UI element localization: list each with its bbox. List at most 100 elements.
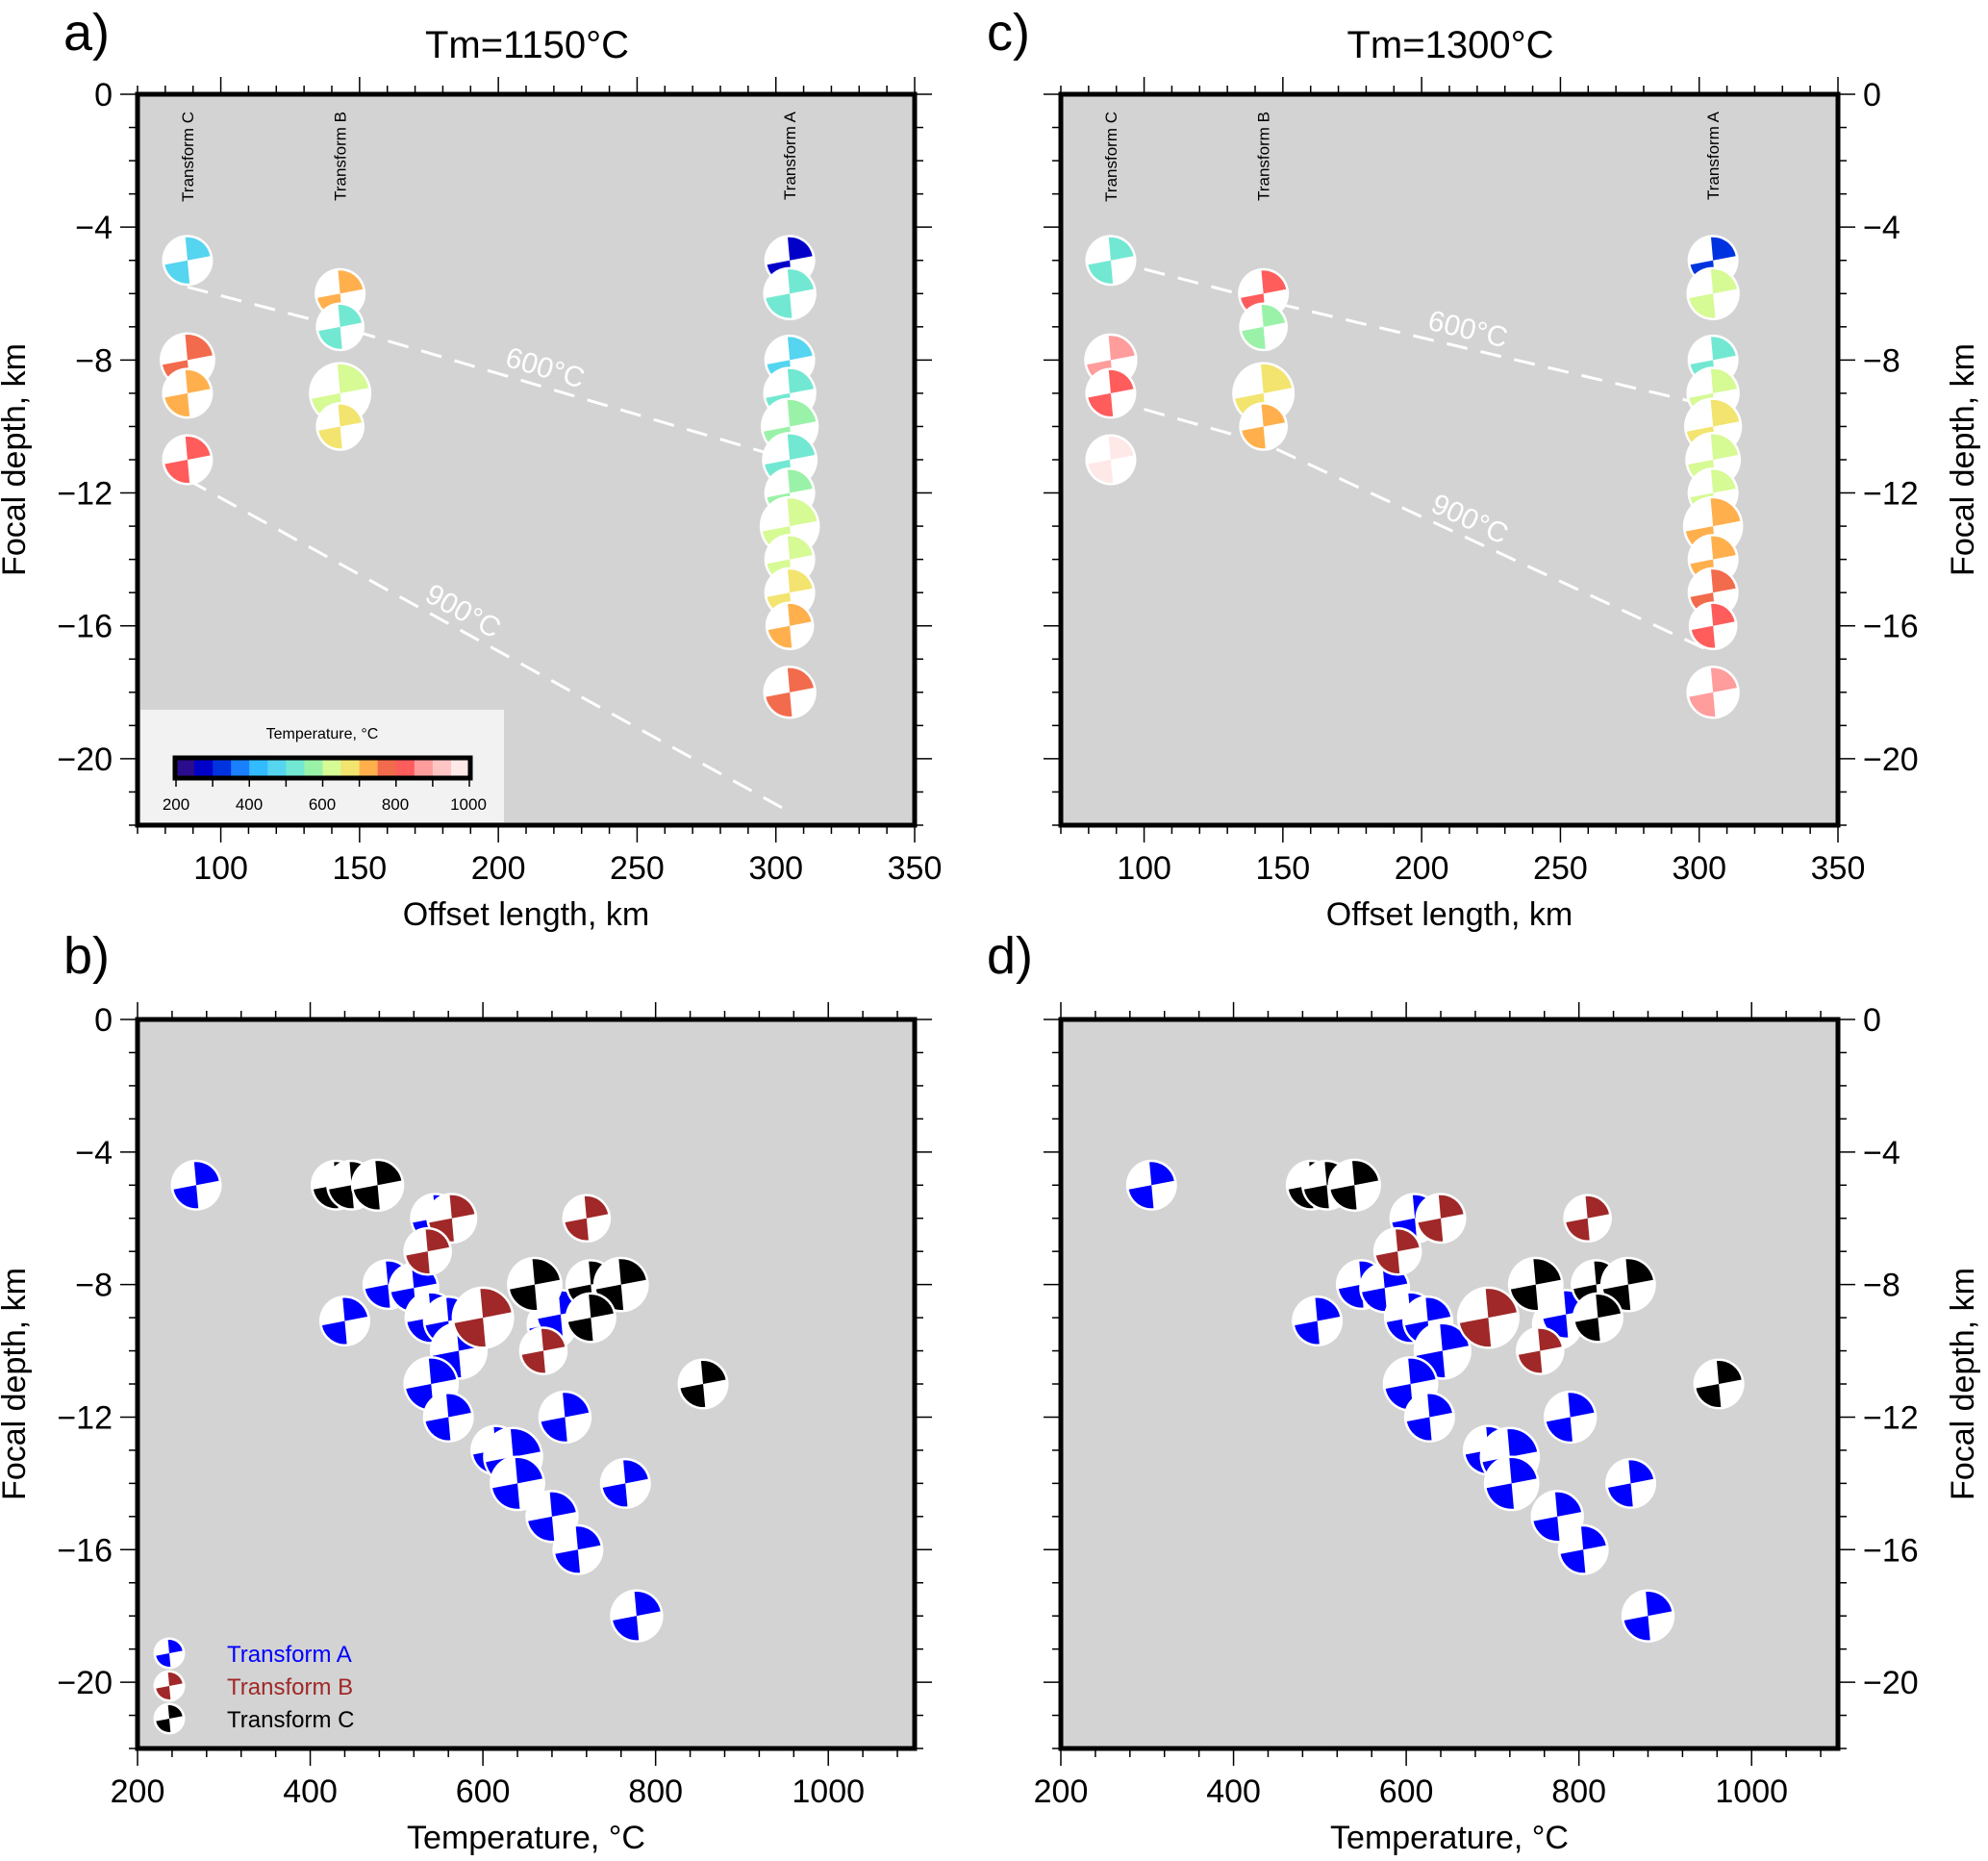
beachball-marker: [422, 1391, 474, 1443]
beachball-quadrant: [318, 326, 342, 349]
beachball-quadrant: [634, 1591, 661, 1617]
beachball-marker: [1125, 1159, 1177, 1211]
beachball-marker: [170, 1159, 222, 1211]
beachball-quadrant: [1509, 1457, 1537, 1484]
beachball-quadrant: [185, 437, 211, 460]
beachball-quadrant: [164, 260, 190, 284]
y-tick-label: −20: [1863, 742, 1919, 778]
x-axis-label: Offset length, km: [403, 896, 649, 933]
beachball-quadrant: [185, 237, 211, 261]
colorbar-swatch: [213, 760, 232, 776]
beachball-quadrant: [541, 1328, 566, 1351]
beachball-quadrant: [1533, 1259, 1561, 1285]
beachball-marker: [1483, 1455, 1540, 1512]
beachball-quadrant: [787, 667, 814, 692]
beachball-marker: [1085, 367, 1137, 419]
beachball-marker: [1085, 434, 1137, 486]
beachball-quadrant: [613, 1616, 640, 1641]
beachball-marker: [426, 1193, 478, 1245]
beachball-marker: [1415, 1193, 1467, 1245]
beachball-marker: [451, 1286, 515, 1349]
beachball-marker: [1572, 1292, 1623, 1344]
beachball-quadrant: [338, 305, 362, 327]
beachball-quadrant: [528, 1516, 555, 1542]
transform-label: Transform B: [332, 112, 350, 201]
legend-beachball-transform-a: [153, 1637, 186, 1670]
colorbar-tick-label: 200: [163, 795, 189, 814]
beachball-quadrant: [1108, 437, 1134, 460]
beachball-quadrant: [787, 269, 814, 294]
beachball-quadrant: [1711, 469, 1736, 493]
legend-beachball: [153, 1637, 186, 1670]
beachball-quadrant: [589, 1295, 614, 1319]
colorbar-swatches: [176, 760, 470, 776]
y-tick-label: −4: [1863, 1135, 1900, 1171]
beachball-quadrant: [428, 1358, 457, 1384]
beachball-marker: [552, 1523, 604, 1575]
beachball-quadrant: [1128, 1185, 1154, 1209]
beachball-quadrant: [1108, 369, 1134, 393]
beachball-quadrant: [1416, 1350, 1446, 1378]
beachball-quadrant: [1261, 364, 1293, 393]
x-tick-label: 250: [1533, 850, 1588, 887]
beachball-marker: [1621, 1589, 1675, 1643]
beachball-quadrant: [1689, 692, 1716, 717]
beachball-quadrant: [425, 1229, 449, 1252]
colorbar-swatch: [322, 760, 342, 776]
colorbar-frame: [172, 755, 473, 781]
x-tick-label: 150: [1255, 850, 1310, 887]
panel-c: 100 150 200 250 300 350 0 −4 −8 −12 −16 −20 Offset l…: [1044, 77, 1981, 933]
beachball-quadrant: [167, 1640, 183, 1653]
y-tick-label: 0: [1863, 1002, 1881, 1039]
beachball-quadrant: [595, 1284, 624, 1311]
beachball-quadrant: [1242, 326, 1266, 349]
column-title-right: Tm=1300°C: [1347, 24, 1554, 66]
beachball-quadrant: [338, 270, 364, 294]
y-tick-label: 0: [1863, 77, 1881, 113]
beachball-quadrant: [167, 1705, 183, 1719]
beachball-quadrant: [1295, 1320, 1320, 1345]
beachball-quadrant: [1710, 399, 1740, 427]
beachball-quadrant: [425, 1417, 451, 1441]
beachball-quadrant: [1330, 1185, 1357, 1210]
beachball-quadrant: [1440, 1323, 1469, 1351]
beachball-quadrant: [1574, 1318, 1600, 1342]
beachball-quadrant: [1602, 1284, 1631, 1311]
beachball-quadrant: [1510, 1284, 1539, 1310]
beachball-quadrant: [1406, 1417, 1432, 1441]
beachball-quadrant: [1543, 1314, 1569, 1338]
beachball-quadrant: [449, 1195, 475, 1219]
y-tick-label: −4: [75, 1135, 113, 1171]
beachball-quadrant: [1459, 1318, 1492, 1347]
y-axis-label: Focal depth, km: [0, 1268, 33, 1500]
beachball-quadrant: [1418, 1218, 1444, 1242]
beachball-quadrant: [1261, 270, 1287, 294]
beachball-quadrant: [480, 1289, 512, 1319]
beachball-quadrant: [1362, 1288, 1387, 1312]
colorbar-swatch: [176, 760, 195, 776]
beachball-marker: [162, 235, 214, 287]
beachball-marker: [1507, 1256, 1564, 1313]
y-tick-label: −8: [1863, 1268, 1900, 1304]
beachball-quadrant: [1303, 1185, 1329, 1209]
y-tick-label: −4: [1863, 210, 1900, 246]
beachball-quadrant: [1711, 237, 1736, 261]
beachball-quadrant: [563, 1393, 590, 1418]
beachball-marker: [315, 302, 365, 352]
x-tick-label: 600: [456, 1773, 511, 1810]
beachball-quadrant: [321, 1320, 347, 1345]
beachball-marker: [403, 1226, 452, 1276]
beachball-quadrant: [1623, 1616, 1650, 1641]
beachball-quadrant: [375, 1161, 402, 1186]
beachball-quadrant: [1438, 1195, 1464, 1219]
beachball-quadrant: [318, 426, 342, 449]
legend: Transform A Transform B Transform C: [153, 1637, 354, 1735]
beachball-quadrant: [1585, 1195, 1609, 1219]
colorbar-swatch: [395, 760, 415, 776]
colorbar-swatch: [340, 760, 361, 776]
beachball-quadrant: [365, 1284, 390, 1308]
x-tick-label: 800: [1551, 1773, 1606, 1810]
beachball-quadrant: [338, 364, 369, 393]
beachball-quadrant: [406, 1384, 434, 1410]
legend-beachball-transform-c: [153, 1702, 186, 1735]
